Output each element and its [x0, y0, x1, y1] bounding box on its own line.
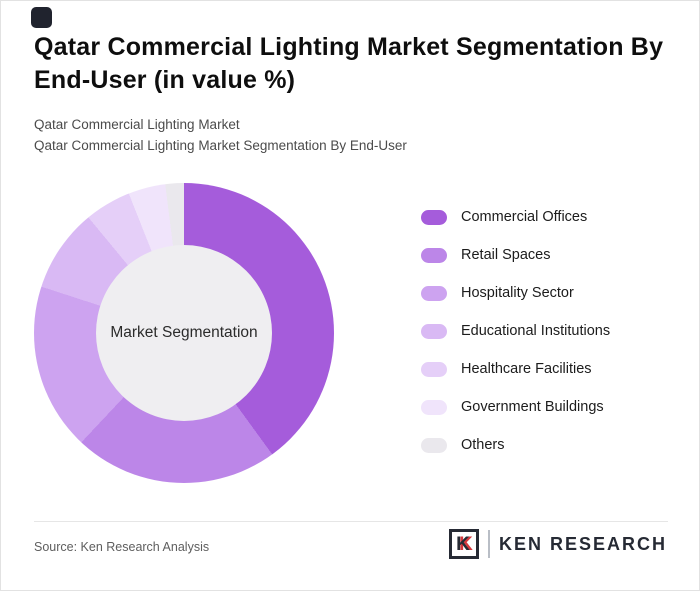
legend-swatch — [421, 437, 447, 453]
legend-swatch — [421, 361, 447, 377]
legend-label: Hospitality Sector — [461, 285, 574, 301]
emblem-letter-red: K — [459, 533, 473, 555]
donut-chart-area: Market Segmentation — [34, 183, 334, 483]
source-text: Source: Ken Research Analysis — [34, 540, 210, 554]
subtitle-line-1: Qatar Commercial Lighting Market — [34, 117, 240, 132]
footer-divider — [34, 521, 668, 522]
legend-label: Others — [461, 437, 505, 453]
page-title: Qatar Commercial Lighting Market Segment… — [34, 33, 664, 94]
logo-wordmark: KEN RESEARCH — [498, 533, 667, 554]
donut-center-label: Market Segmentation — [110, 324, 258, 341]
legend-item-commercial-offices: Commercial Offices — [421, 209, 610, 225]
legend-swatch — [421, 285, 447, 301]
legend-label: Retail Spaces — [461, 247, 551, 263]
legend-swatch — [421, 399, 447, 415]
legend-label: Educational Institutions — [461, 323, 611, 339]
chart-subtitles: Qatar Commercial Lighting Market Qatar C… — [34, 114, 407, 156]
legend-label: Commercial Offices — [461, 209, 588, 225]
legend-swatch — [421, 247, 447, 263]
corner-square-mark — [31, 7, 52, 28]
legend-item-educational-institutions: Educational Institutions — [421, 323, 610, 339]
legend-swatch — [421, 209, 447, 225]
legend-label: Healthcare Facilities — [461, 361, 592, 377]
legend-item-others: Others — [421, 437, 610, 453]
legend-item-retail-spaces: Retail Spaces — [421, 247, 610, 263]
subtitle-line-2: Qatar Commercial Lighting Market Segment… — [34, 138, 407, 153]
legend-label: Government Buildings — [461, 399, 604, 415]
ken-research-logo: K K KEN RESEARCH — [448, 528, 667, 560]
legend-item-government-buildings: Government Buildings — [421, 399, 610, 415]
donut-center: Market Segmentation — [96, 245, 272, 421]
chart-legend: Commercial Offices Retail Spaces Hospita… — [421, 209, 610, 453]
legend-item-hospitality-sector: Hospitality Sector — [421, 285, 610, 301]
legend-swatch — [421, 323, 447, 339]
ken-research-emblem-icon: K K — [448, 529, 479, 559]
emblem-letter-dark: K — [456, 533, 470, 555]
legend-item-healthcare-facilities: Healthcare Facilities — [421, 361, 610, 377]
logo-separator — [487, 530, 490, 558]
